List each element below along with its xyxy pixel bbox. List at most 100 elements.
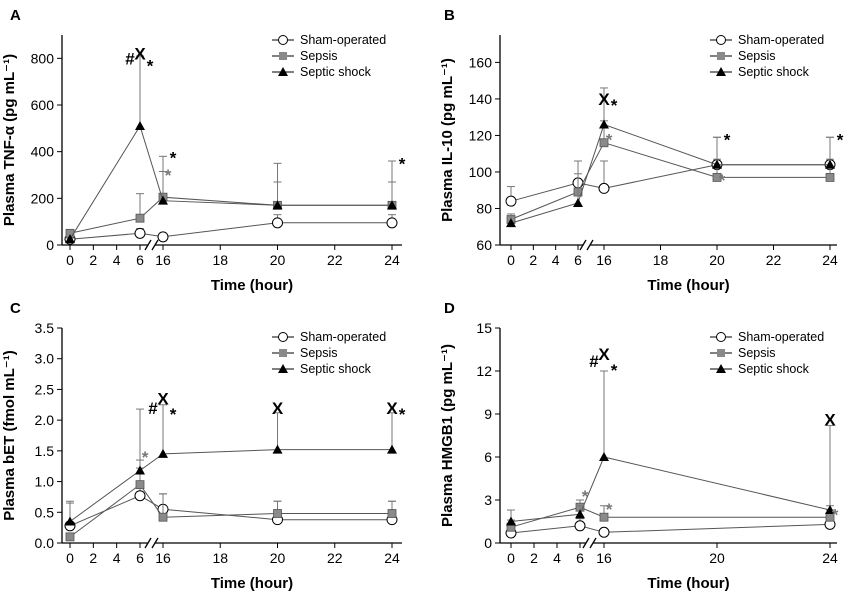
panel-label: B [444,7,455,24]
y-tick-label: 9 [484,406,492,422]
legend-label: Sham-operated [300,330,386,344]
significance-marker: * [719,171,726,190]
data-point [272,444,283,454]
series-shock [506,87,835,228]
y-tick-label: 15 [476,320,492,336]
significance-marker: * [582,487,589,506]
data-point [272,217,283,229]
data-point [598,526,610,538]
x-tick-label: 18 [653,252,669,268]
series-line [510,506,830,528]
x-tick-label: 22 [766,252,782,268]
legend-marker [279,349,287,357]
x-tick-label: 4 [552,252,560,268]
series-sepsis [65,459,397,542]
significance-marker: X [598,345,610,364]
data-point [65,532,75,542]
data-point [134,227,146,239]
x-tick-label: 20 [709,550,725,566]
x-tick-label: 22 [327,252,343,268]
legend-label: Septic shock [300,362,372,376]
x-axis-title: Time (hour) [647,575,729,592]
x-axis-title: Time (hour) [647,277,729,294]
significance-marker: * [399,155,406,174]
x-tick-label: 18 [212,550,228,566]
x-tick-label: 2 [529,252,537,268]
series-shock [65,55,397,244]
x-tick-label: 6 [574,252,582,268]
series-line [510,123,830,224]
significance-marker: X [386,399,398,418]
significance-marker: * [611,361,618,380]
significance-marker: X [134,45,146,64]
data-point [599,119,609,129]
y-tick-label: 1.0 [35,474,55,490]
x-tick-label: 20 [270,252,286,268]
y-tick-label: 0.5 [35,504,55,520]
significance-marker: X [272,399,284,418]
panel-b: B 60 80 100 120 140 160 Plasma IL-10 (pg mL⁻¹) 0… [439,7,844,294]
series-sepsis [506,120,835,224]
x-tick-label: 24 [822,550,838,566]
data-point [135,121,145,130]
legend: Sham-operated Sepsis Septic shock [272,33,386,79]
x-tick-label: 2 [89,550,97,566]
series-shock [65,404,397,526]
axis-break-mark [579,239,587,251]
data-point [65,516,75,526]
data-point [825,505,835,515]
x-tick-label: 2 [89,252,97,268]
y-tick-label: 400 [31,144,55,160]
y-tick-label: 0 [484,535,492,551]
significance-marker: # [589,352,599,371]
significance-marker: X [157,390,169,409]
data-point [273,509,282,518]
legend-marker [716,67,726,76]
significance-marker: * [170,405,177,424]
data-point [387,444,397,454]
significance-marker: * [837,131,844,150]
data-point [158,195,168,205]
x-tick-label: 16 [155,550,171,566]
legend-marker [716,35,726,45]
y-tick-label: 60 [476,237,492,253]
legend-label: Septic shock [738,65,810,79]
x-tick-label: 16 [155,252,171,268]
x-tick-label: 0 [507,550,515,566]
data-point [135,480,145,490]
legend-label: Sham-operated [738,330,824,344]
legend-marker [717,349,725,357]
axis-break-mark [589,537,597,549]
y-tick-label: 100 [469,164,493,180]
significance-marker: # [125,49,135,68]
y-tick-label: 80 [476,200,492,216]
data-point [158,448,168,458]
legend-marker [279,52,287,60]
y-tick-label: 12 [476,363,492,379]
series-line [510,456,831,522]
significance-marker: * [724,131,731,150]
data-point [135,465,145,475]
x-tick-label: 4 [553,550,561,566]
significance-marker: * [399,405,406,424]
y-tick-label: 2.0 [35,412,55,428]
y-axis-title: Plasma bET (fmol mL⁻¹) [1,350,18,520]
panel-label: C [10,300,21,317]
legend-label: Septic shock [738,362,810,376]
y-tick-label: 200 [31,190,55,206]
data-point [387,200,397,210]
x-tick-label: 20 [709,252,725,268]
data-point [386,217,398,229]
data-point [574,520,586,532]
y-axis-title: Plasma TNF-α (pg mL⁻¹) [1,54,18,226]
data-point [575,509,585,519]
data-point [505,195,517,207]
legend-marker [278,364,288,373]
series-shock [506,370,835,526]
series-line [69,124,392,240]
significance-marker: * [165,166,172,185]
x-tick-label: 0 [66,550,74,566]
legend: Sham-operated Sepsis Septic shock [272,330,386,376]
